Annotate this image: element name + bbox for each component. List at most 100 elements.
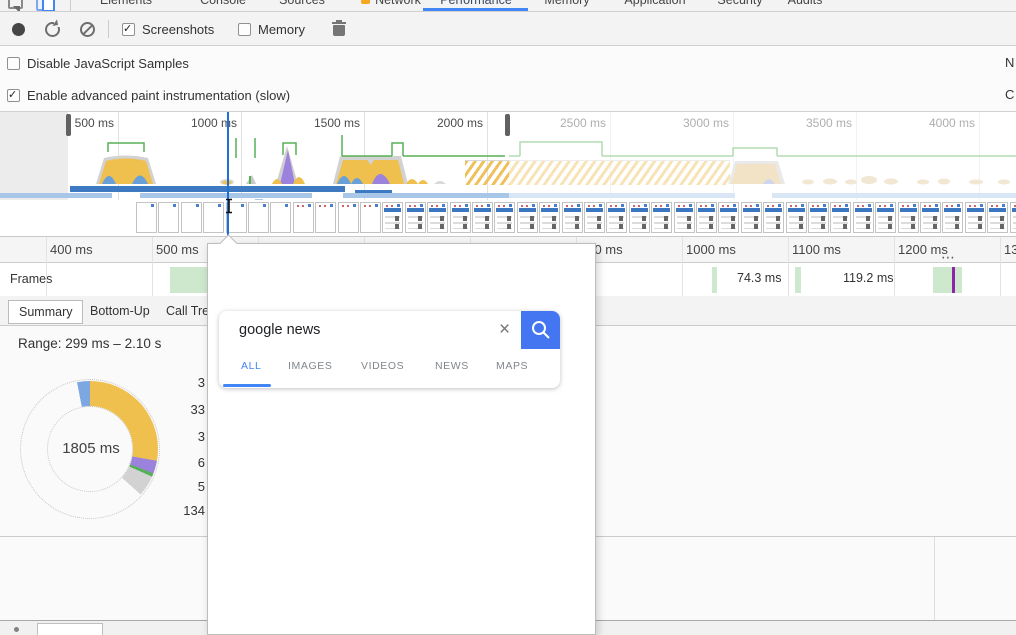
filmstrip-thumbnail[interactable]	[539, 202, 561, 233]
filmstrip-thumbnail[interactable]	[1009, 202, 1016, 233]
bottom-input-box[interactable]	[37, 623, 103, 635]
filmstrip-thumbnail[interactable]	[852, 202, 874, 233]
capture-settings: Disable JavaScript Samples Enable advanc…	[0, 46, 1016, 112]
filmstrip-thumbnail[interactable]	[785, 202, 807, 233]
filmstrip-thumbnail[interactable]	[584, 202, 605, 233]
overflow-dots[interactable]: ⋯	[941, 249, 955, 265]
memory-checkbox[interactable]	[238, 23, 251, 37]
trash-icon[interactable]	[332, 20, 346, 36]
ruler-gridline	[788, 237, 789, 296]
inspect-element-icon[interactable]	[8, 0, 23, 9]
filmstrip-thumbnail[interactable]	[136, 202, 157, 233]
filmstrip-thumbnail[interactable]	[606, 202, 628, 233]
record-dot-icon[interactable]	[14, 627, 19, 632]
screenshots-label: Screenshots	[142, 22, 215, 38]
ruler-gridline	[46, 237, 47, 296]
filmstrip-thumbnail[interactable]	[696, 202, 717, 233]
filmstrip-thumbnail[interactable]	[382, 202, 404, 233]
google-search-card: google news × ALL IMAGES VIDEOS NEWS MAPS	[219, 311, 560, 388]
filmstrip-thumbnail[interactable]	[673, 202, 695, 233]
reload-and-profile-button[interactable]	[45, 22, 60, 37]
filmstrip-thumbnail[interactable]	[516, 202, 538, 233]
device-toolbar-icon[interactable]	[36, 0, 55, 11]
filmstrip-thumbnail[interactable]	[270, 202, 292, 233]
filmstrip-thumbnail[interactable]	[897, 202, 919, 233]
filmstrip-thumbnail[interactable]	[360, 202, 381, 233]
disable-js-samples-row[interactable]: Disable JavaScript Samples	[7, 55, 189, 71]
panel-tab-audits[interactable]: Audits	[787, 0, 823, 7]
panel-tab-elements[interactable]: Elements	[99, 0, 153, 7]
filmstrip-thumbnail[interactable]	[449, 202, 471, 233]
screenshots-checkbox-row[interactable]: Screenshots	[122, 21, 214, 37]
memory-checkbox-row[interactable]: Memory	[238, 21, 305, 37]
panel-tab-sources[interactable]: Sources	[279, 0, 325, 7]
panel-tab-performance[interactable]: Performance	[440, 0, 512, 7]
filmstrip-thumbnail[interactable]	[628, 202, 650, 233]
text-cursor-icon	[224, 198, 234, 219]
filmstrip-thumbnail[interactable]	[942, 202, 964, 233]
filmstrip-thumbnail[interactable]	[830, 202, 852, 233]
detail-tab-call-tree[interactable]: Call Tree	[166, 304, 217, 318]
result-tab-images: IMAGES	[288, 360, 333, 372]
disable-js-samples-checkbox[interactable]	[7, 57, 20, 71]
filmstrip-thumbnail[interactable]	[740, 202, 762, 233]
result-tab-maps: MAPS	[496, 360, 529, 372]
record-button[interactable]	[12, 23, 25, 36]
filmstrip-thumbnail[interactable]	[763, 202, 785, 233]
frame-bar[interactable]	[170, 267, 207, 293]
vertical-divider	[934, 537, 935, 621]
filmstrip-thumbnail[interactable]	[337, 202, 359, 233]
selection-handle-left[interactable]	[66, 114, 71, 136]
selection-handle-right[interactable]	[505, 114, 510, 136]
ruler-gridline	[894, 237, 895, 296]
panel-tab-console[interactable]: Console	[200, 0, 246, 7]
filmstrip-thumbnail[interactable]	[561, 202, 583, 233]
filmstrip-thumbnail[interactable]	[875, 202, 897, 233]
range-text: Range: 299 ms – 2.10 s	[18, 336, 162, 351]
summary-legend-value: 134	[183, 503, 205, 518]
filmstrip-thumbnail[interactable]	[404, 202, 426, 233]
performance-toolbar: Screenshots Memory	[0, 12, 1016, 46]
frame-bar[interactable]	[795, 267, 801, 293]
filmstrip-thumbnail[interactable]	[315, 202, 337, 233]
filmstrip-thumbnail[interactable]	[808, 202, 829, 233]
frames-track-label: Frames	[10, 272, 53, 286]
panel-tab-memory[interactable]: Memory	[544, 0, 590, 7]
memory-label: Memory	[258, 22, 305, 38]
filmstrip-thumbnail[interactable]	[964, 202, 986, 233]
filmstrip-thumbnail[interactable]	[987, 202, 1009, 233]
filmstrip-thumbnail[interactable]	[494, 202, 516, 233]
filmstrip-thumbnail[interactable]	[180, 202, 202, 233]
filmstrip-thumbnail[interactable]	[158, 202, 180, 233]
detail-tab-bottom-up[interactable]: Bottom-Up	[90, 304, 150, 318]
network-bar	[343, 193, 509, 198]
network-bar	[70, 186, 345, 192]
filmstrip-thumbnail[interactable]	[718, 202, 740, 233]
summary-legend-value: 33	[190, 402, 205, 417]
advanced-paint-checkbox[interactable]	[7, 88, 20, 103]
filmstrip-thumbnail[interactable]	[427, 202, 449, 233]
filmstrip-thumbnail[interactable]	[292, 202, 314, 233]
panel-tab-network[interactable]: Network	[361, 0, 421, 7]
result-tab-videos: VIDEOS	[361, 360, 405, 372]
summary-legend-value: 3	[197, 429, 205, 444]
clear-recording-button[interactable]	[80, 22, 95, 37]
active-tab-underline	[423, 8, 528, 11]
devtools-tabbar: Elements Console Sources Network Performance…	[0, 0, 1016, 12]
filmstrip-thumbnail[interactable]	[472, 202, 493, 233]
screenshots-checkbox[interactable]	[122, 22, 135, 37]
panel-tab-security[interactable]: Security	[717, 0, 763, 7]
frame-bar[interactable]	[933, 267, 962, 293]
frame-bar[interactable]	[712, 267, 717, 293]
advanced-paint-row[interactable]: Enable advanced paint instrumentation (s…	[7, 87, 290, 103]
panel-tab-application[interactable]: Application	[624, 0, 686, 7]
filmstrip-thumbnail[interactable]	[248, 202, 269, 233]
toolbar-separator	[70, 0, 71, 11]
filmstrip-thumbnail[interactable]	[920, 202, 941, 233]
filmstrip-thumbnail[interactable]	[225, 202, 247, 233]
detail-tab-summary[interactable]: Summary	[8, 300, 84, 324]
filmstrip-thumbnail[interactable]	[651, 202, 673, 233]
filmstrip-thumbnail[interactable]	[203, 202, 225, 233]
